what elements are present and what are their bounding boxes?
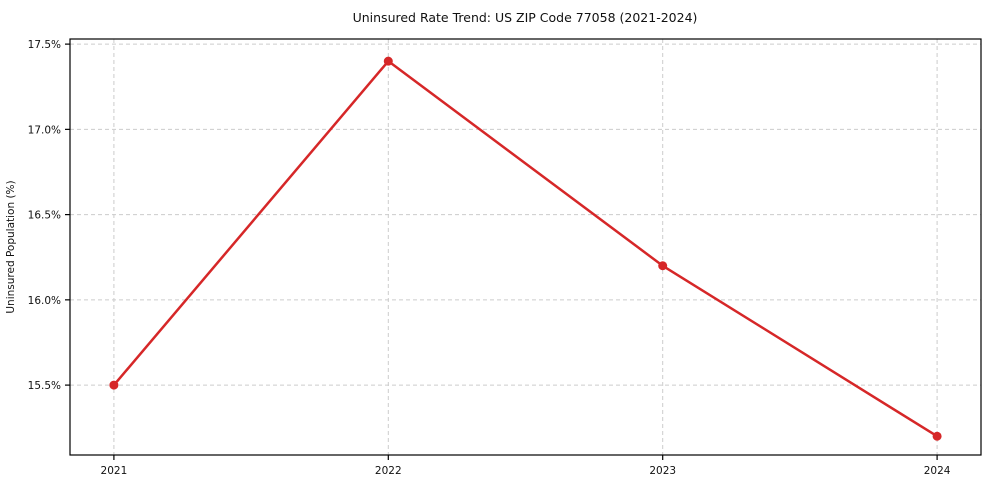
y-tick-label: 17.5% <box>28 39 61 51</box>
x-tick-label: 2023 <box>649 465 676 477</box>
y-tick-label: 16.5% <box>28 210 61 222</box>
axes-layer: 15.5% 16.0% 16.5% 17.0% 17.5% 2021 2022 2023 202… <box>28 38 982 477</box>
y-axis-label: Uninsured Population (%) <box>5 180 17 313</box>
data-point <box>109 380 119 390</box>
trend-series <box>109 56 942 441</box>
data-point <box>383 56 393 66</box>
grid-layer <box>70 39 981 455</box>
data-point <box>658 261 668 271</box>
x-tick-label: 2021 <box>101 465 128 477</box>
x-tick-label: 2024 <box>924 465 951 477</box>
trend-line <box>112 59 939 438</box>
chart-title: Uninsured Rate Trend: US ZIP Code 77058 … <box>353 10 698 25</box>
plot-border <box>69 38 982 456</box>
x-tick-label: 2022 <box>375 465 402 477</box>
data-point <box>932 431 942 441</box>
y-tick-label: 17.0% <box>28 124 61 136</box>
y-tick-label: 15.5% <box>28 380 61 392</box>
y-tick-label: 16.0% <box>28 295 61 307</box>
